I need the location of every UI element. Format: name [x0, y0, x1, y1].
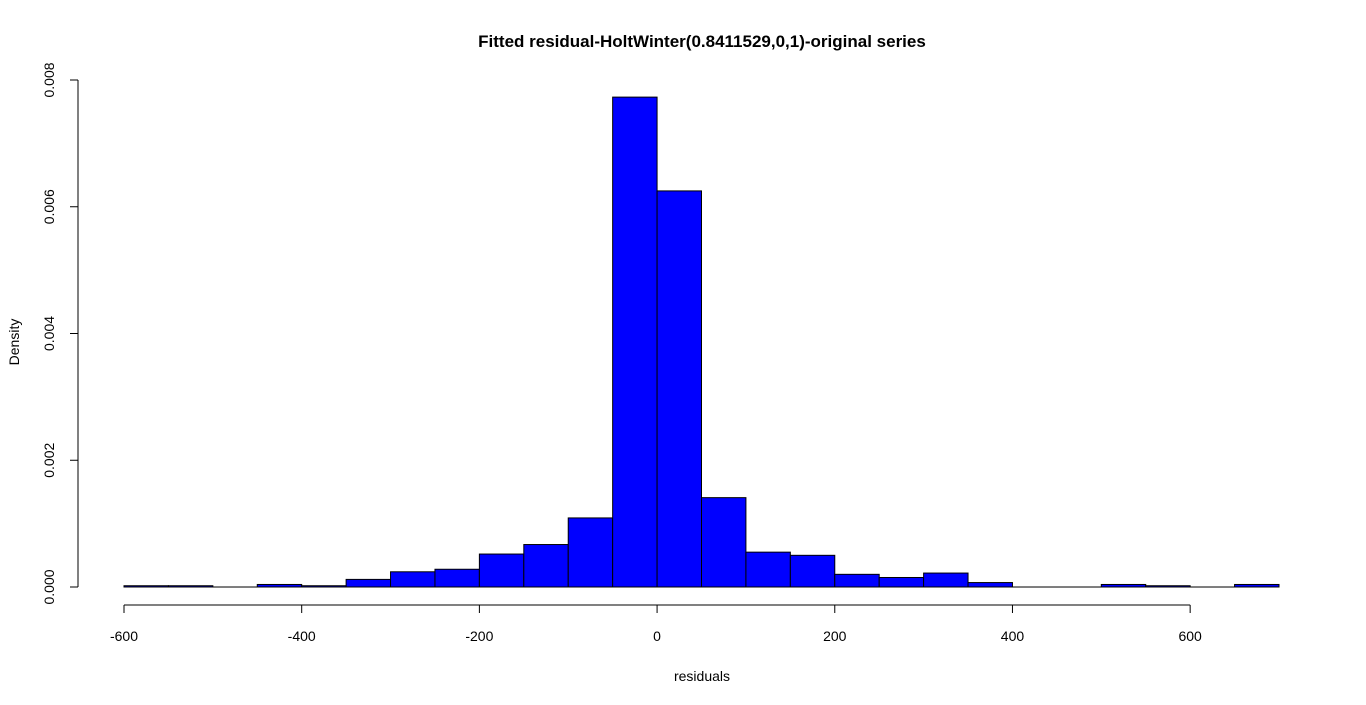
histogram-bar [656, 190, 702, 588]
histogram-bar [745, 551, 791, 588]
histogram-bar [123, 585, 169, 588]
histogram-bar [1234, 583, 1280, 588]
chart-title: Fitted residual-HoltWinter(0.8411529,0,1… [478, 32, 926, 51]
histogram-bar [301, 585, 347, 588]
histogram-bar [345, 578, 392, 588]
y-tick-label: 0.004 [41, 316, 57, 351]
histogram-bar [1100, 583, 1147, 588]
histogram-bar [1145, 585, 1191, 588]
histogram-bar [612, 96, 658, 588]
histogram-bar [923, 572, 969, 588]
x-tick-label: 600 [1178, 628, 1202, 644]
y-tick-label: 0.002 [41, 443, 57, 478]
histogram-bar [967, 582, 1013, 588]
x-tick-label: 400 [1001, 628, 1025, 644]
y-tick-label: 0.008 [41, 62, 57, 97]
x-tick-label: -600 [110, 628, 138, 644]
y-tick-label: 0.006 [41, 189, 57, 224]
y-axis-label: Density [6, 319, 22, 366]
histogram-bar [523, 544, 569, 588]
histogram-bar [478, 553, 525, 588]
y-tick-label: 0.000 [41, 569, 57, 604]
histogram-bar [390, 571, 436, 588]
histogram-bar [256, 583, 303, 588]
histogram-bar [167, 585, 214, 588]
x-tick-label: 0 [653, 628, 661, 644]
histogram-bar [567, 517, 614, 588]
histogram-bar [701, 497, 747, 588]
y-axis: 0.000 0.002 0.004 0.006 0.008 [41, 62, 79, 605]
histogram-bar [878, 576, 925, 588]
x-tick-label: -400 [288, 628, 316, 644]
histogram-bar [834, 573, 880, 588]
bars-group [123, 96, 1280, 588]
x-tick-label: -200 [465, 628, 493, 644]
x-axis-label: residuals [674, 668, 730, 684]
x-tick-label: 200 [823, 628, 847, 644]
x-axis: -600 -400 -200 0 200 400 600 [110, 604, 1202, 644]
histogram-bar [789, 554, 836, 588]
histogram-bar [434, 568, 480, 588]
